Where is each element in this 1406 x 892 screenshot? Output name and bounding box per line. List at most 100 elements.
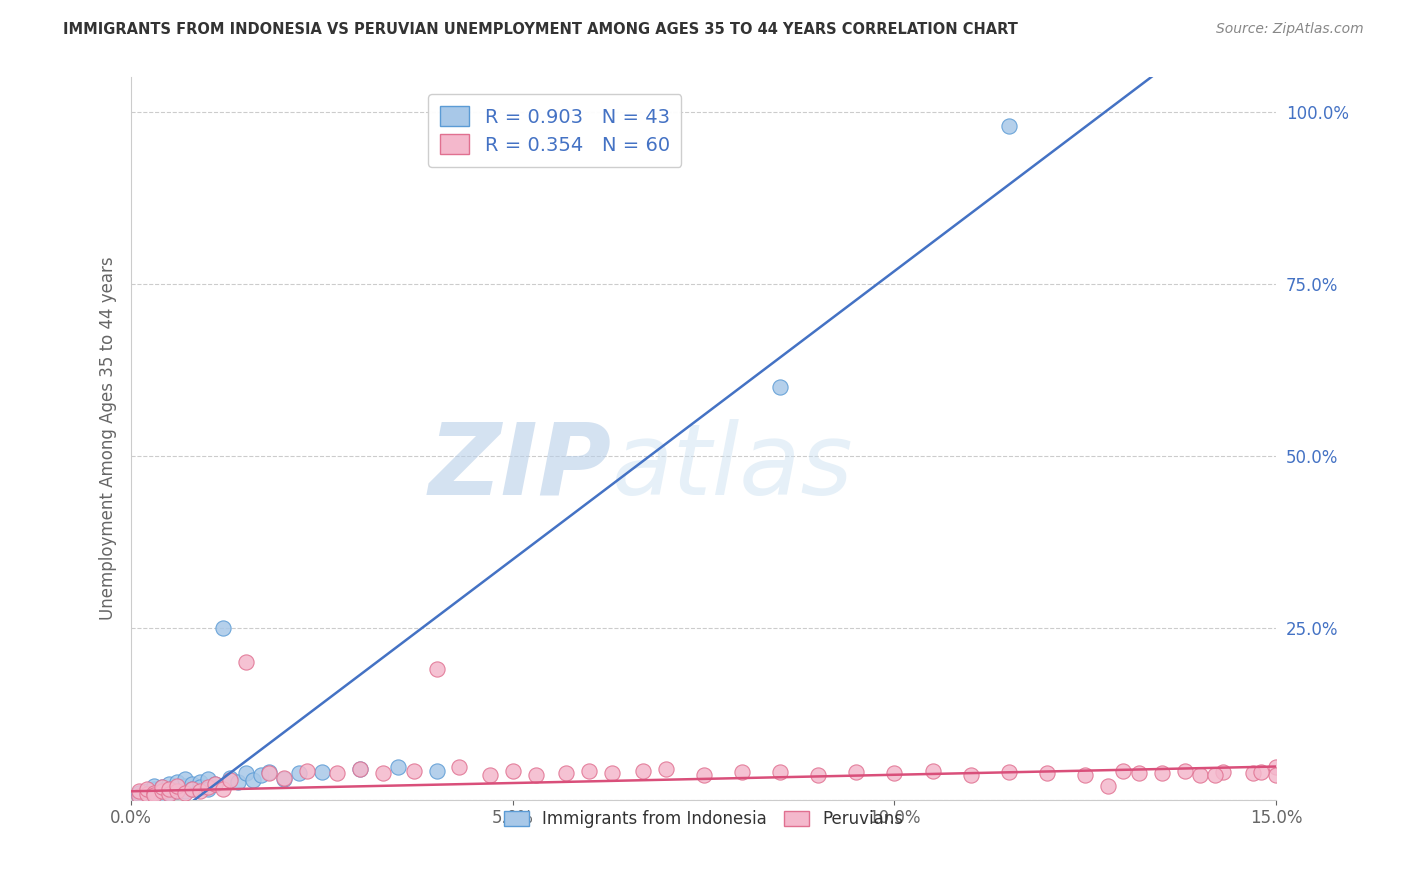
Point: [143, 789, 166, 803]
Point: [1036, 766, 1059, 780]
Point: [1173, 764, 1195, 778]
Point: [173, 772, 195, 786]
Point: [128, 784, 150, 798]
Point: [157, 782, 180, 797]
Point: [578, 764, 600, 778]
Point: [204, 777, 226, 791]
Point: [128, 786, 150, 800]
Point: [478, 768, 501, 782]
Point: [166, 784, 188, 798]
Point: [326, 766, 349, 780]
Point: [166, 779, 188, 793]
Point: [181, 782, 204, 797]
Point: [250, 768, 273, 782]
Point: [135, 784, 157, 798]
Point: [197, 780, 219, 794]
Point: [197, 782, 219, 797]
Point: [157, 786, 180, 800]
Point: [128, 789, 150, 803]
Point: [150, 787, 173, 801]
Point: [1128, 766, 1150, 780]
Point: [1265, 759, 1288, 773]
Point: [188, 784, 211, 798]
Text: ZIP: ZIP: [429, 419, 612, 516]
Point: [166, 775, 188, 789]
Point: [143, 786, 166, 800]
Point: [631, 764, 654, 778]
Point: [387, 759, 409, 773]
Point: [959, 768, 981, 782]
Point: [173, 779, 195, 793]
Point: [1188, 768, 1211, 782]
Point: [1265, 768, 1288, 782]
Point: [150, 784, 173, 798]
Y-axis label: Unemployment Among Ages 35 to 44 years: Unemployment Among Ages 35 to 44 years: [100, 257, 117, 620]
Point: [1212, 764, 1234, 779]
Point: [211, 782, 233, 797]
Point: [1241, 766, 1264, 780]
Point: [257, 766, 280, 780]
Point: [807, 768, 830, 782]
Point: [692, 768, 714, 782]
Point: [600, 766, 623, 780]
Point: [150, 784, 173, 798]
Point: [143, 787, 166, 801]
Point: [197, 772, 219, 786]
Point: [188, 775, 211, 789]
Point: [425, 662, 447, 676]
Point: [998, 119, 1021, 133]
Point: [157, 777, 180, 791]
Point: [288, 766, 311, 780]
Point: [150, 780, 173, 794]
Text: atlas: atlas: [612, 419, 853, 516]
Point: [769, 380, 792, 394]
Point: [143, 779, 166, 793]
Point: [273, 771, 295, 785]
Point: [769, 764, 792, 779]
Point: [173, 786, 195, 800]
Point: [402, 764, 425, 778]
Point: [1074, 768, 1097, 782]
Point: [181, 782, 204, 797]
Point: [219, 773, 242, 788]
Point: [166, 780, 188, 794]
Point: [1097, 779, 1119, 793]
Point: [371, 766, 394, 780]
Point: [1150, 766, 1173, 780]
Point: [502, 764, 524, 778]
Point: [157, 787, 180, 801]
Point: [349, 762, 371, 776]
Point: [135, 787, 157, 801]
Point: [845, 764, 868, 779]
Point: [128, 789, 150, 803]
Point: [524, 768, 547, 782]
Point: [257, 764, 280, 779]
Point: [166, 784, 188, 798]
Point: [173, 784, 195, 798]
Point: [235, 766, 257, 780]
Point: [219, 771, 242, 785]
Point: [157, 782, 180, 797]
Point: [555, 766, 578, 780]
Point: [150, 780, 173, 794]
Point: [204, 777, 226, 791]
Point: [295, 764, 318, 778]
Point: [135, 787, 157, 801]
Point: [731, 764, 754, 779]
Point: [135, 782, 157, 797]
Legend: Immigrants from Indonesia, Peruvians: Immigrants from Indonesia, Peruvians: [498, 803, 910, 835]
Point: [226, 775, 249, 789]
Point: [1112, 764, 1135, 778]
Point: [425, 764, 447, 778]
Point: [135, 789, 157, 803]
Point: [449, 759, 471, 773]
Point: [211, 621, 233, 635]
Point: [235, 655, 257, 669]
Text: Source: ZipAtlas.com: Source: ZipAtlas.com: [1216, 22, 1364, 37]
Point: [883, 766, 905, 780]
Point: [921, 764, 943, 778]
Point: [143, 786, 166, 800]
Point: [143, 782, 166, 797]
Point: [349, 762, 371, 776]
Point: [188, 780, 211, 794]
